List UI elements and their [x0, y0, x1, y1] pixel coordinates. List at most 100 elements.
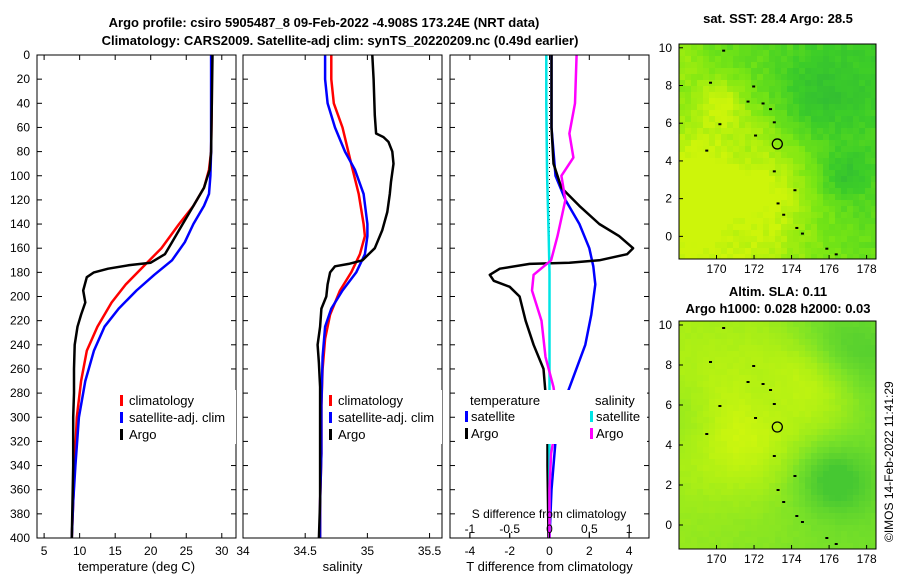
x-tick-label: 172 [744, 262, 764, 276]
y-tick-label: 2 [665, 478, 672, 492]
island-marker [718, 123, 722, 126]
y-tick-label: 240 [10, 338, 30, 352]
y-tick-label: 340 [10, 459, 30, 473]
temperature-panel: 5 10 15 20 25 30 temperature (deg C) 0 20 40 60 80 1… [10, 48, 237, 574]
x-tick-label: 174 [782, 262, 802, 276]
series-line-temperature-argo [488, 55, 635, 538]
legend-swatch [465, 411, 468, 422]
island-marker [709, 361, 713, 363]
y-tick-label: 220 [10, 314, 30, 328]
island-marker [722, 327, 726, 329]
island-marker [769, 108, 773, 111]
x-tick-label: 4 [626, 544, 633, 558]
legend-label: climatology [129, 393, 195, 408]
island-marker [705, 149, 709, 152]
y-tick-label: 10 [659, 318, 673, 332]
island-marker [709, 81, 713, 84]
s-tick-label: 1 [626, 522, 633, 536]
x-tick-label: 35 [361, 544, 375, 558]
x-axis-label: temperature (deg C) [78, 559, 195, 574]
plot-area [243, 55, 442, 538]
y-tick-label: 160 [10, 241, 30, 255]
series-line-argo [316, 55, 395, 538]
legend-label: satellite-adj. clim [129, 410, 225, 425]
legend-swatch [590, 428, 593, 439]
sst-map-title: sat. SST: 28.4 Argo: 28.5 [703, 11, 853, 26]
x-axis-label: salinity [323, 559, 363, 574]
x-tick-label: 35.5 [418, 544, 442, 558]
island-marker [761, 383, 765, 385]
island-marker [782, 213, 786, 216]
y-tick-label: 0 [23, 48, 30, 62]
island-marker [834, 543, 838, 545]
legend-swatch [590, 411, 593, 422]
y-tick-label: 320 [10, 434, 30, 448]
x-tick-label: 170 [707, 552, 727, 566]
x-tick-label: 0 [546, 544, 553, 558]
x-tick-label: 176 [819, 262, 839, 276]
island-marker [776, 202, 780, 205]
s-tick-label: -1 [465, 522, 476, 536]
figure-title-line1: Argo profile: csiro 5905487_8 09-Feb-202… [109, 15, 540, 30]
island-marker [746, 381, 750, 383]
imos-timestamp: ©IMOS 14-Feb-2022 11:41:29 [882, 381, 896, 542]
map-frame [678, 43, 877, 260]
x-tick-label: 34 [236, 544, 250, 558]
x-tick-label: 10 [73, 544, 87, 558]
island-marker [772, 455, 776, 457]
x-tick-label: -2 [504, 544, 515, 558]
y-tick-label: 0 [665, 229, 672, 243]
y-tick-label: 2 [665, 192, 672, 206]
heatmap-field [679, 44, 876, 259]
legend-swatch [465, 428, 468, 439]
legend-label: Argo [338, 427, 365, 442]
legend-label: Argo [471, 426, 498, 441]
island-marker [705, 433, 709, 435]
argo-position-marker [771, 138, 783, 150]
plot-area [37, 55, 236, 538]
y-tick-label: 180 [10, 265, 30, 279]
axes-frame [242, 54, 443, 539]
y-tick-label: 8 [665, 358, 672, 372]
island-marker [782, 501, 786, 503]
x-tick-label: 174 [782, 552, 802, 566]
y-tick-label: 60 [17, 120, 31, 134]
island-marker [825, 247, 829, 250]
legend-box [118, 390, 236, 444]
x-tick-label: 5 [41, 544, 48, 558]
island-marker [746, 100, 750, 103]
y-tick-label: 300 [10, 410, 30, 424]
island-marker [772, 170, 776, 173]
legend-label: Argo [129, 427, 156, 442]
island-marker [754, 417, 758, 419]
sla-map-title-line2: Argo h1000: 0.028 h2000: 0.03 [686, 301, 871, 316]
island-marker [752, 85, 756, 88]
y-tick-label: 100 [10, 169, 30, 183]
island-marker [718, 405, 722, 407]
sst-map-panel: sat. SST: 28.4 Argo: 28.5 170 172 174 176 17… [659, 11, 877, 276]
x-tick-label: 15 [108, 544, 122, 558]
s-tick-label: -0.5 [499, 522, 520, 536]
axes-frame [36, 54, 237, 539]
legend-swatch [120, 395, 123, 406]
y-tick-label: 6 [665, 116, 672, 130]
s-axis-label: S difference from climatology [472, 507, 627, 521]
y-tick-label: 360 [10, 483, 30, 497]
island-marker [795, 226, 799, 229]
s-tick-label: 0.5 [581, 522, 598, 536]
x-axis-label: T difference from climatology [466, 559, 633, 574]
x-tick-label: 20 [144, 544, 158, 558]
island-marker [825, 537, 829, 539]
x-tick-label: 34.5 [294, 544, 318, 558]
island-marker [793, 189, 797, 192]
x-tick-label: 178 [857, 262, 877, 276]
series-line-argo [70, 55, 214, 538]
legend-label: climatology [338, 393, 404, 408]
argo-position-marker [771, 421, 783, 433]
legend-swatch [329, 412, 332, 423]
legend-swatch [120, 429, 123, 440]
y-tick-label: 120 [10, 193, 30, 207]
legend-box [327, 390, 442, 444]
y-tick-label: 0 [665, 518, 672, 532]
y-tick-label: 80 [17, 145, 31, 159]
